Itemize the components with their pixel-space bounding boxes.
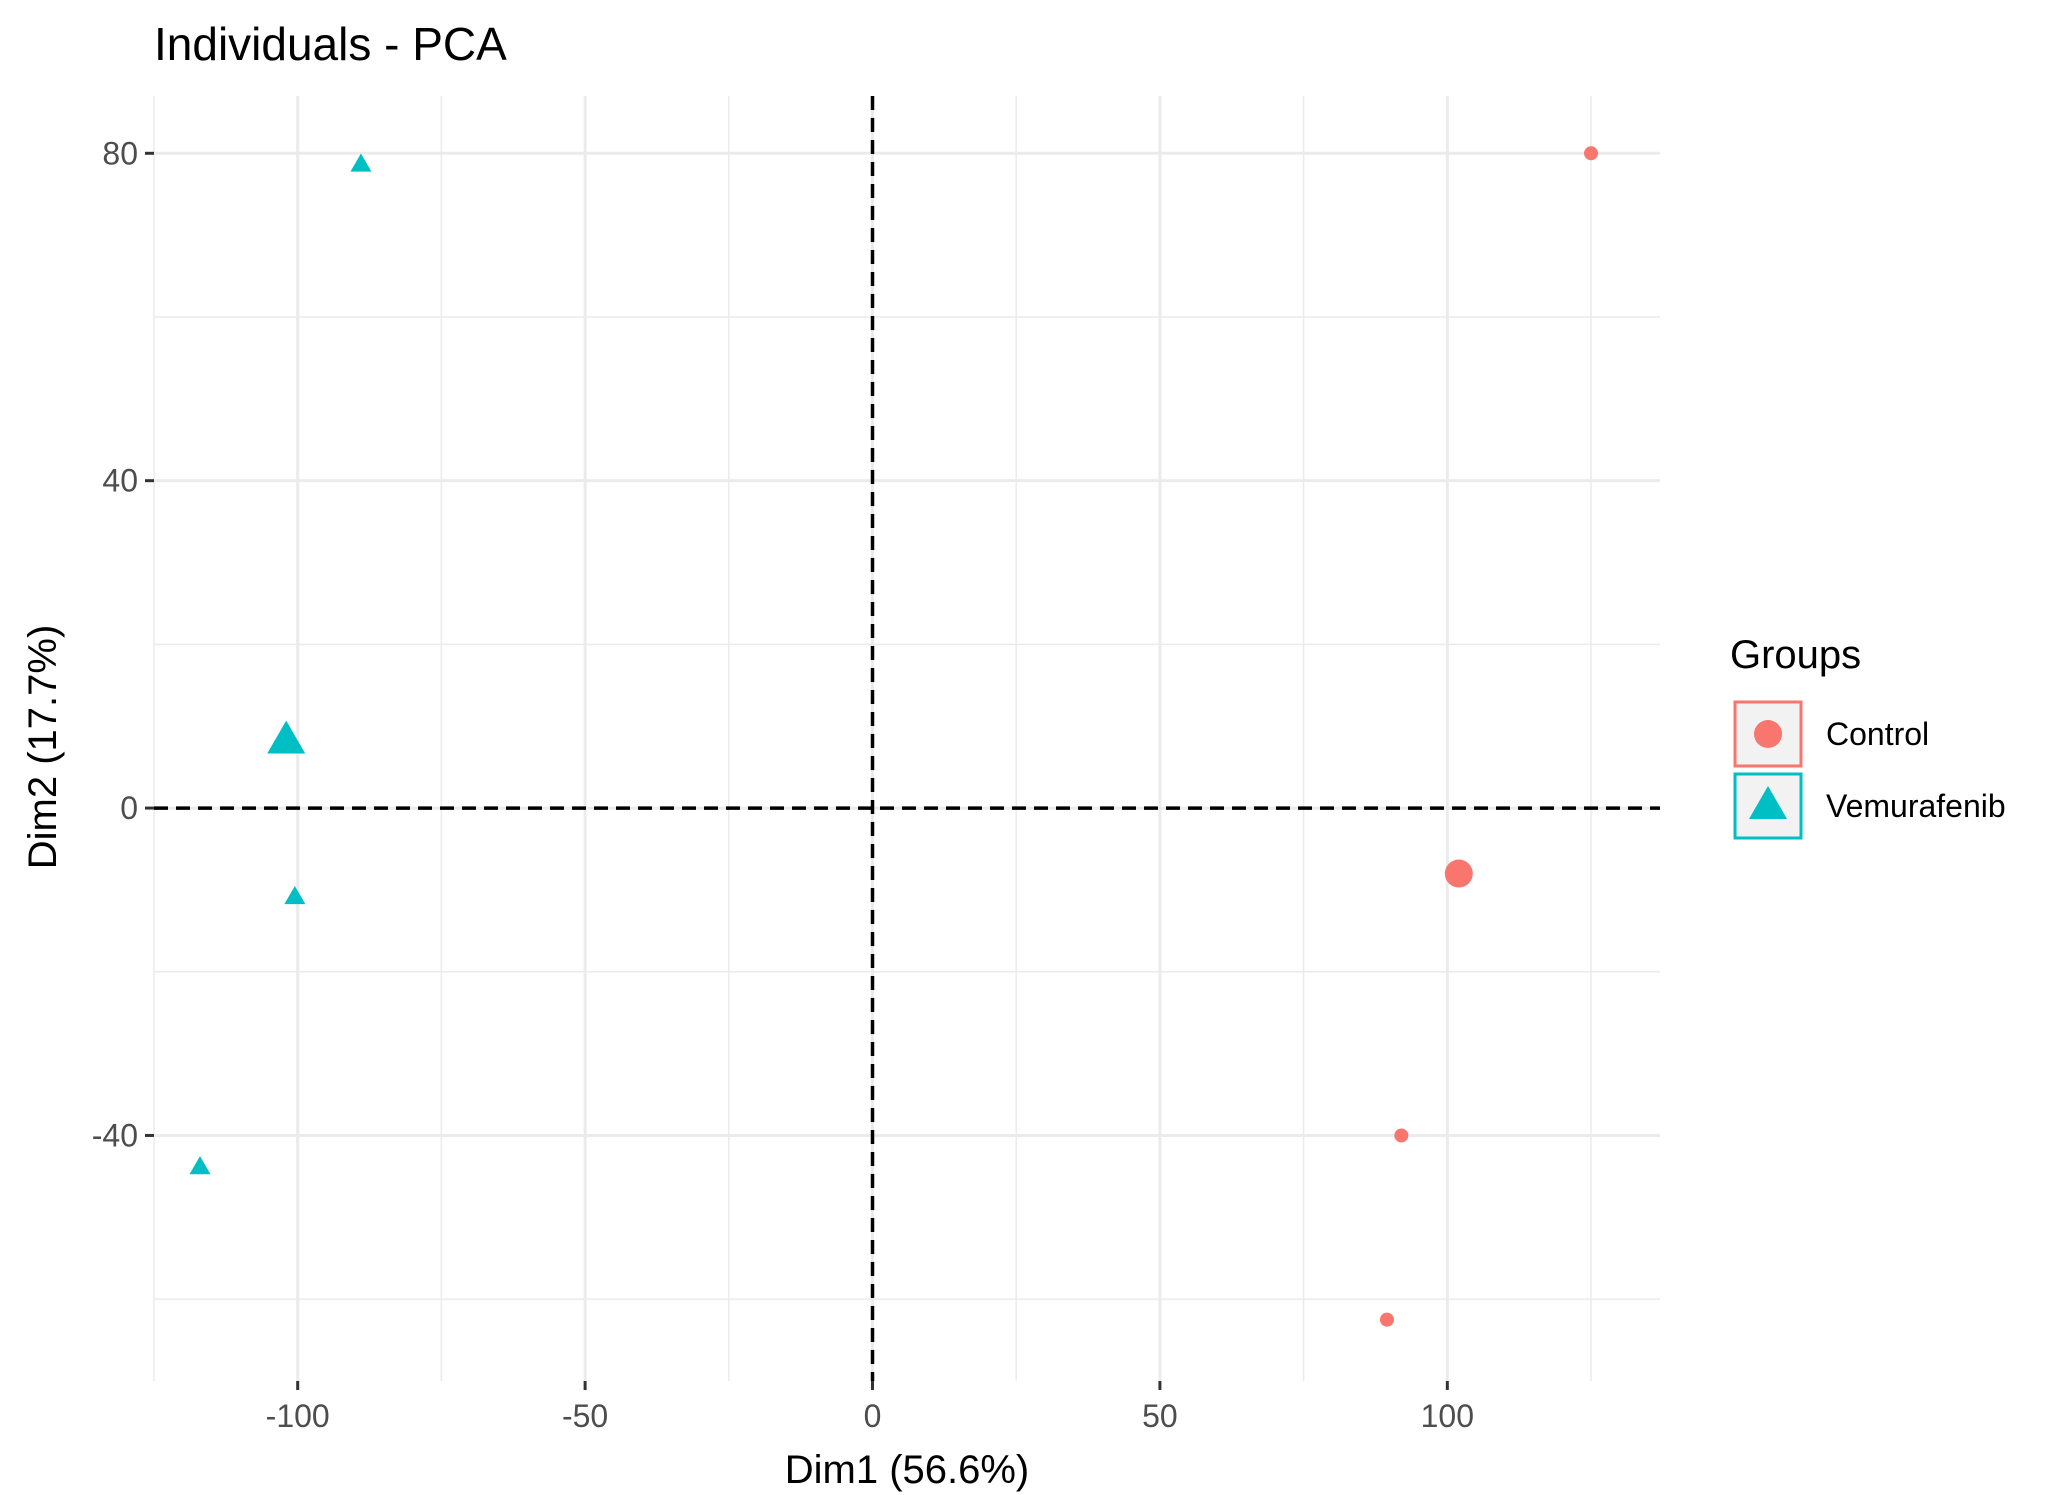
grid-minor [153, 96, 1660, 1381]
legend-label: Vemurafenib [1826, 788, 2006, 824]
legend-key-box [1733, 772, 1803, 840]
x-tick-label: 0 [864, 1398, 882, 1434]
y-tick-label: -40 [92, 1117, 138, 1153]
x-tick-label: 100 [1421, 1398, 1474, 1434]
y-tick-label: 0 [120, 790, 138, 826]
legend-keys: Control Vemurafenib [1733, 700, 2006, 840]
grid-major [154, 96, 1660, 1381]
x-tick-label: -100 [266, 1398, 330, 1434]
legend-title: Groups [1730, 633, 1861, 677]
legend-label: Control [1826, 716, 1929, 752]
x-tick-label: -50 [562, 1398, 608, 1434]
reference-lines [154, 96, 1660, 1381]
plot-panel [153, 96, 1660, 1381]
legend-key-triangle [1749, 786, 1787, 819]
centroid-control [1444, 859, 1473, 888]
point-vemurafenib [350, 153, 372, 172]
legend: Groups Control Vemurafenib [1730, 633, 2006, 840]
y-axis-title: Dim2 (17.7%) [21, 625, 65, 870]
chart-title: Individuals - PCA [154, 18, 507, 70]
legend-key-circle [1754, 720, 1782, 748]
y-tick-label: 40 [102, 463, 138, 499]
point-control [1584, 146, 1599, 161]
x-axis-title: Dim1 (56.6%) [785, 1448, 1030, 1492]
data-points [189, 146, 1599, 1327]
y-axis: -40 0 40 80 [92, 135, 154, 1153]
point-vemurafenib [284, 885, 306, 905]
x-tick-label: 50 [1142, 1398, 1178, 1434]
y-tick-label: 80 [102, 135, 138, 171]
point-control [1379, 1312, 1394, 1327]
x-axis: -100 -50 0 50 100 [266, 1381, 1474, 1434]
point-vemurafenib [189, 1156, 211, 1175]
point-control [1394, 1128, 1409, 1143]
centroid-vemurafenib [267, 720, 306, 754]
